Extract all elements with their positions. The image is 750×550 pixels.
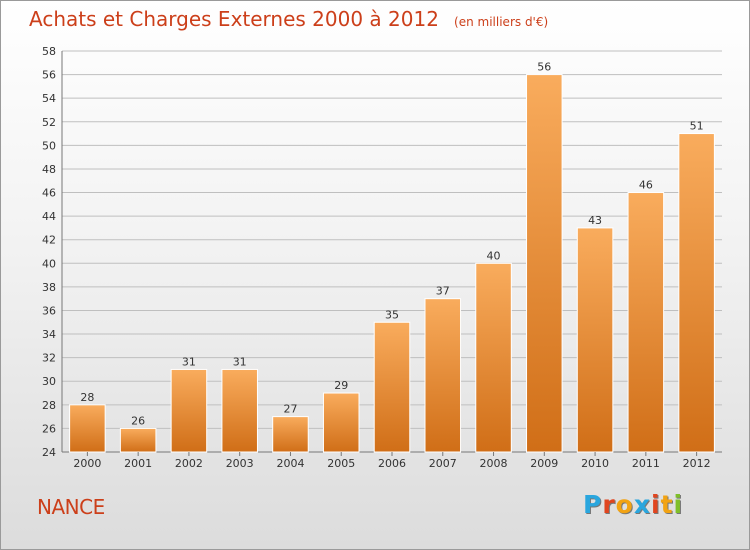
logo-letter: t — [660, 490, 674, 519]
chart-title-text: Achats et Charges Externes 2000 à 2012 — [29, 7, 439, 31]
chart-title: Achats et Charges Externes 2000 à 2012 (… — [29, 7, 548, 31]
data-label: 26 — [131, 414, 145, 427]
commune-name: NANCE — [37, 495, 105, 519]
y-tick-label: 58 — [42, 45, 56, 58]
data-label: 37 — [436, 285, 450, 298]
x-tick-label: 2009 — [530, 457, 558, 470]
bar — [373, 321, 411, 453]
data-label: 27 — [283, 403, 297, 416]
data-label: 31 — [182, 355, 196, 368]
x-tick-label: 2011 — [632, 457, 660, 470]
bar — [424, 298, 462, 453]
data-label: 35 — [385, 308, 399, 321]
bar — [272, 416, 309, 453]
logo-letter: o — [615, 490, 634, 519]
x-tick-label: 2012 — [683, 457, 711, 470]
bar — [221, 368, 258, 453]
y-tick-label: 32 — [42, 352, 56, 365]
proxiti-logo: Proxiti — [583, 490, 683, 519]
y-tick-label: 52 — [42, 116, 56, 129]
bar — [69, 404, 106, 453]
data-label: 56 — [537, 61, 551, 74]
x-tick-label: 2003 — [226, 457, 254, 470]
bar — [475, 262, 512, 453]
y-tick-label: 42 — [42, 234, 56, 247]
y-tick-label: 28 — [42, 399, 56, 412]
y-tick-label: 46 — [42, 187, 56, 200]
logo-letter: x — [633, 490, 651, 519]
x-tick-label: 2006 — [378, 457, 406, 470]
y-tick-label: 24 — [42, 446, 56, 459]
x-tick-label: 2002 — [175, 457, 203, 470]
data-label: 28 — [80, 391, 94, 404]
y-tick-label: 38 — [42, 281, 56, 294]
bar — [119, 427, 157, 453]
y-tick-label: 40 — [42, 257, 56, 270]
y-tick-label: 50 — [42, 139, 56, 152]
bar — [678, 133, 715, 453]
y-tick-label: 56 — [42, 69, 56, 82]
x-tick-label: 2000 — [73, 457, 101, 470]
bar — [322, 392, 360, 453]
logo-letter: r — [602, 490, 616, 519]
y-tick-label: 30 — [42, 375, 56, 388]
data-label: 43 — [588, 214, 602, 227]
data-label: 51 — [690, 120, 704, 133]
chart-unit-label: (en milliers d'€) — [454, 15, 549, 29]
bar — [526, 74, 563, 453]
x-tick-label: 2008 — [480, 457, 508, 470]
bar — [627, 192, 665, 453]
x-tick-label: 2007 — [429, 457, 457, 470]
logo-letter: P — [583, 490, 603, 519]
x-tick-label: 2005 — [327, 457, 355, 470]
y-tick-label: 36 — [42, 304, 56, 317]
logo-letter: i — [673, 490, 684, 519]
y-tick-label: 34 — [42, 328, 56, 341]
y-tick-label: 48 — [42, 163, 56, 176]
y-tick-label: 44 — [42, 210, 56, 223]
data-label: 31 — [233, 355, 247, 368]
logo-letter: i — [651, 490, 661, 519]
x-tick-label: 2004 — [276, 457, 304, 470]
x-tick-label: 2010 — [581, 457, 609, 470]
x-tick-label: 2001 — [124, 457, 152, 470]
data-label: 40 — [487, 249, 501, 262]
y-tick-label: 54 — [42, 92, 56, 105]
data-label: 29 — [334, 379, 348, 392]
data-label: 46 — [639, 179, 653, 192]
bar — [170, 368, 208, 453]
bar — [576, 227, 614, 453]
y-tick-label: 26 — [42, 422, 56, 435]
